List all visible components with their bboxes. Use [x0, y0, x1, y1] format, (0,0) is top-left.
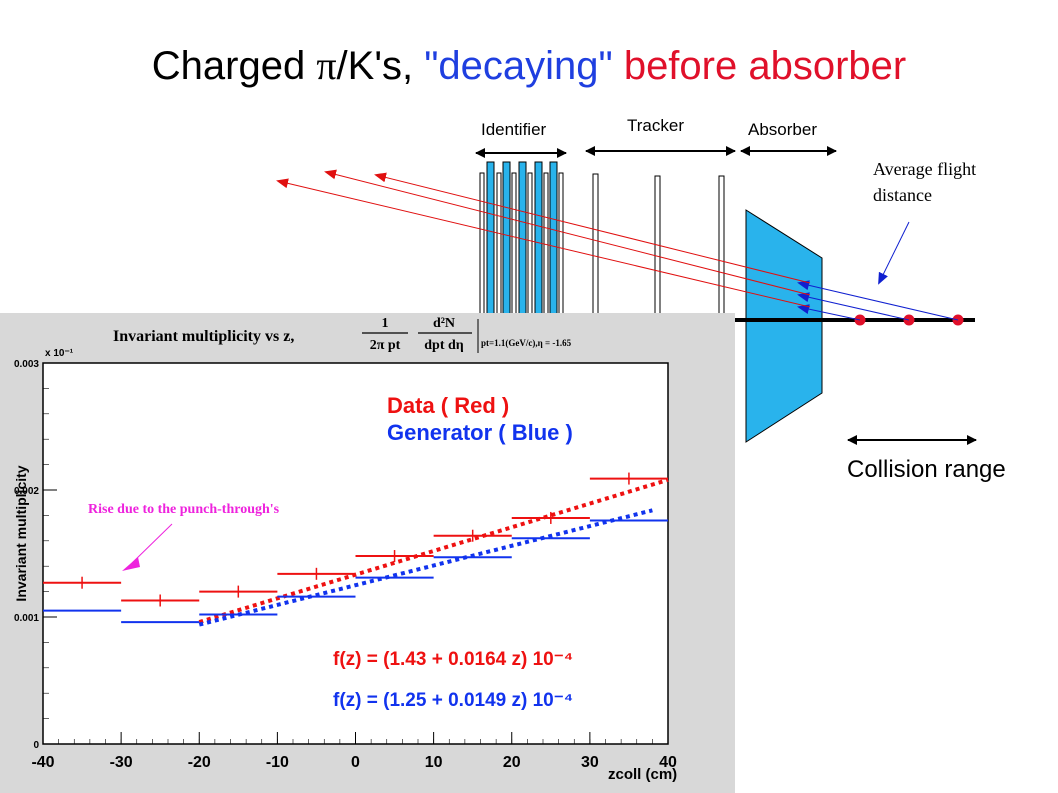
x-tick-label: 10	[425, 754, 443, 771]
generator-fit-line	[198, 508, 653, 627]
punch-through-annotation: Rise due to the punch-through's	[88, 502, 280, 517]
formula-frac1-num: 1	[382, 316, 389, 331]
title-part-black: Charged	[151, 44, 317, 88]
x-tick-label: -30	[110, 754, 133, 771]
y-exponent-label: x 10⁻¹	[45, 348, 74, 359]
y-tick-label: 0.002	[14, 486, 39, 497]
blue-track	[797, 292, 910, 321]
blue-track	[797, 280, 959, 321]
x-tick-label: -10	[266, 754, 289, 771]
y-tick-label: 0	[33, 740, 39, 751]
red-track	[276, 178, 811, 308]
x-tick-label: 40	[659, 754, 677, 771]
data-fit-label: f(z) = (1.43 + 0.0164 z) 10⁻⁴	[333, 649, 573, 670]
x-tick-label: 30	[581, 754, 599, 771]
absorber-label: Absorber	[748, 120, 817, 139]
identifier-label: Identifier	[481, 120, 547, 139]
data-fit-line	[198, 477, 669, 624]
x-tick-label: -40	[31, 754, 54, 771]
formula-frac2-den: dpt dη	[424, 338, 464, 353]
collision-range-label: Collision range	[847, 456, 1006, 483]
title-pi-symbol: π	[316, 43, 337, 88]
annotation-arrowhead	[122, 557, 140, 571]
identifier-plates	[479, 161, 564, 319]
x-axis-label: zcoll (cm)	[608, 766, 677, 783]
legend-generator: Generator ( Blue )	[387, 420, 573, 445]
x-tick-label: 20	[503, 754, 521, 771]
formula-condition: pt=1.1(GeV/c),η = -1.65	[481, 338, 572, 348]
red-track	[374, 172, 811, 284]
blue-track	[797, 304, 861, 321]
chart-title: Invariant multiplicity vs z,	[113, 328, 294, 345]
formula-frac2-num: d²N	[433, 316, 455, 331]
generator-fit-label: f(z) = (1.25 + 0.0149 z) 10⁻⁴	[333, 690, 573, 711]
x-tick-label: 0	[351, 754, 360, 771]
absorber-block	[745, 209, 823, 443]
flight-distance-label-line2: distance	[873, 185, 932, 205]
y-tick-label: 0.001	[14, 613, 39, 624]
y-axis-label: Invariant multiplicity	[13, 465, 29, 601]
x-tick-label: -20	[188, 754, 211, 771]
title-part-black-2: /K's,	[336, 44, 425, 88]
slide-title: Charged π/K's, "decaying" before absorbe…	[0, 42, 1058, 89]
invariant-multiplicity-chart: -40 -30 -20 -10 0 10 20 30 40 0 0.001 0.002 0.003 x 1…	[0, 313, 735, 793]
legend-data: Data ( Red )	[387, 393, 509, 418]
plot-frame	[42, 362, 669, 745]
flight-distance-label-line1: Average flight	[873, 159, 977, 179]
tracker-label: Tracker	[627, 116, 684, 135]
y-tick-label: 0.003	[14, 359, 39, 370]
annotation-pointer	[131, 523, 173, 564]
title-part-blue: "decaying"	[424, 44, 613, 88]
red-track	[324, 169, 811, 296]
title-part-red: before absorber	[612, 44, 907, 88]
formula-frac1-den: 2π pt	[370, 338, 401, 353]
flight-distance-pointer	[878, 221, 910, 285]
tracker-planes	[592, 173, 725, 320]
